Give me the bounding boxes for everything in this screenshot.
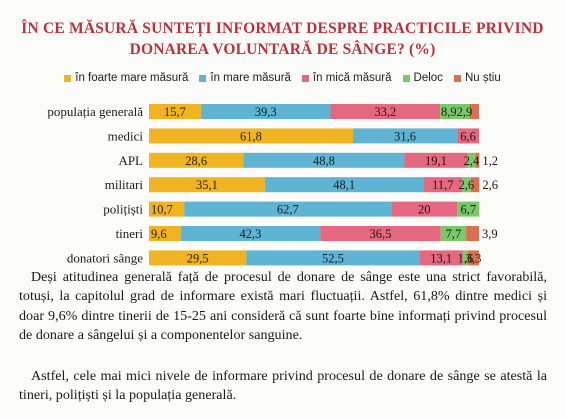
bar-segment [462,250,469,266]
data-label: 33,2 [374,105,396,119]
data-label: 31,6 [394,129,416,143]
data-label: 8,92,9 [441,105,472,119]
bar-segment [243,152,405,168]
body-paragraph: Astfel, cele mai mici nivele de informar… [19,368,547,404]
data-label: 2,6 [459,178,475,192]
bar-segment [391,201,458,217]
bar-segment [180,226,321,241]
bar-segment [330,104,441,119]
bar-segment [149,226,181,241]
legend-label: Deloc [413,72,443,84]
bar-segment [469,104,479,119]
data-label: 1,2 [482,154,498,168]
data-label: 62,7 [277,203,299,217]
data-label: 1,6 [458,251,474,265]
bar-segment [149,177,265,193]
data-label: 2,6 [482,178,498,192]
bar-segment [462,177,471,193]
bar-segment [200,104,331,119]
data-label: 13,1 [430,251,452,265]
data-label: 7,7 [446,227,462,241]
data-label: 11,7 [432,178,453,192]
data-label: 19,1 [425,154,447,168]
data-label: 3,9 [482,227,498,241]
data-label: 2,4 [464,154,480,168]
bar-segment [440,226,467,241]
data-label: 10,7 [151,203,173,217]
data-label: 3,3 [466,251,482,265]
category-label: medici [108,128,144,143]
category-label: tineri [116,226,144,241]
legend-swatch [64,74,72,82]
legend-item: în mică măsură [301,72,392,84]
bar-segment [320,226,441,241]
bar-segment [149,250,247,266]
bar-segment [149,104,201,119]
bar-segment [149,128,353,144]
data-label: 15,7 [164,105,186,119]
data-label: 52,5 [322,251,344,265]
category-label: populația generală [47,104,143,119]
body-paragraph: Deși atitudinea generală față de procesu… [19,269,547,344]
data-label: 20 [418,203,431,217]
bar-segment [470,177,480,193]
data-label: 61,8 [240,129,262,143]
legend-item: Nu știu [453,72,501,84]
legend-swatch [453,74,461,82]
bar-segment [246,250,420,266]
bar-segment [440,104,470,119]
legend-item: în foarte mare măsură [64,72,188,84]
chart-title-line-1: ÎN CE MĂSURĂ SUNTEȚI INFORMAT DESPRE PRA… [21,20,544,37]
category-label: polițiști [103,202,143,217]
bar-segment [467,152,476,168]
bar-segment [468,250,479,266]
legend-label: în foarte mare măsură [75,72,189,84]
bar-segment [457,201,480,217]
bar-segment [184,201,392,217]
bar-segment [419,250,463,266]
legend-label: în mică măsură [312,72,392,84]
data-label: 48,8 [313,154,335,168]
data-label: 6,6 [460,129,476,143]
data-label: 48,1 [333,178,355,192]
category-label: militari [105,177,144,192]
bar-segment [352,128,458,144]
chart-title-line-2: DONAREA VOLUNTARĂ DE SÂNGE? (%) [129,41,436,58]
stacked-bar-chart: populația generală 15,7 39,3 33,2 8,92,9 medi… [47,104,498,266]
bar-segment [457,128,479,144]
legend-swatch [301,74,309,82]
chart-legend: în foarte mare măsură în mare măsură în … [0,72,565,84]
data-label: 42,3 [240,227,262,241]
legend-label: Nu știu [464,72,501,84]
legend-label: în mare măsură [210,72,291,84]
bar-segment [475,152,480,168]
category-label: donatori sânge [67,250,143,265]
data-label: 28,6 [185,154,207,168]
data-label: 36,5 [370,227,392,241]
bar-segment [423,177,463,193]
data-label: 29,5 [187,251,209,265]
legend-swatch [402,74,410,82]
legend-item: în mare măsură [199,72,291,84]
bar-segment [264,177,424,193]
legend-swatch [199,74,207,82]
data-label: 6,7 [460,203,476,217]
legend-item: Deloc [402,72,443,84]
data-label: 35,1 [196,178,218,192]
category-label: APL [118,153,143,168]
bar-segment [149,152,244,168]
data-label: 39,3 [255,105,277,119]
data-label: 9,6 [151,227,167,241]
bar-segment [404,152,468,168]
bar-segment [466,226,479,241]
bar-segment [149,201,185,217]
